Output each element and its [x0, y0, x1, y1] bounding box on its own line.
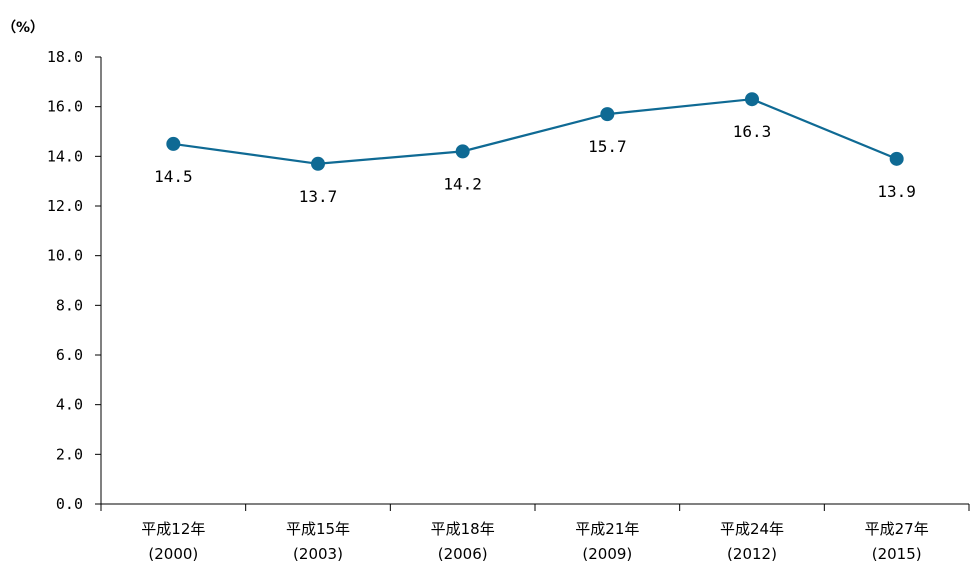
y-tick-label: 0.0 [56, 495, 83, 513]
y-unit-label: （%） [2, 20, 44, 36]
y-tick-label: 14.0 [47, 147, 83, 165]
series-line [173, 98, 898, 165]
data-point [166, 136, 181, 151]
data-label: 16.3 [733, 122, 772, 141]
data-point [455, 144, 470, 159]
x-category-label: 平成21年 [575, 520, 639, 538]
data-point [600, 107, 615, 122]
data-point [889, 151, 904, 166]
y-tick-label: 12.0 [47, 197, 83, 215]
x-category-year-label: (2006) [438, 545, 488, 563]
x-category-label: 平成24年 [720, 520, 784, 538]
y-tick-label: 16.0 [47, 98, 83, 116]
series-polyline [173, 98, 898, 165]
x-category-label: 平成27年 [865, 520, 929, 538]
x-category-year-label: (2009) [582, 545, 632, 563]
data-label: 13.9 [877, 182, 916, 201]
x-category-label: 平成18年 [431, 520, 495, 538]
y-tick-label: 6.0 [56, 346, 83, 364]
data-label: 15.7 [588, 137, 627, 156]
y-tick-label: 10.0 [47, 247, 83, 265]
data-point [311, 156, 325, 171]
data-label: 14.2 [443, 174, 482, 193]
x-axis-ticks [100, 504, 970, 511]
y-tick-label: 8.0 [56, 296, 83, 314]
x-category-year-label: (2012) [727, 545, 777, 563]
data-points [166, 92, 904, 171]
data-labels: 14.5 13.7 14.2 15.7 16.3 13.9 [154, 122, 916, 206]
x-category-label: 平成12年 [141, 520, 205, 538]
y-tick-label: 4.0 [56, 396, 83, 414]
x-category-year-label: (2015) [872, 545, 922, 563]
x-category-year-label: (2000) [148, 545, 198, 563]
y-tick-label: 18.0 [47, 48, 83, 66]
category-labels: 平成12年 (2000) 平成15年 (2003) 平成18年 (2006) 平成21年 (2… [141, 520, 928, 563]
x-category-label: 平成15年 [286, 520, 350, 538]
x-category-year-label: (2003) [293, 545, 343, 563]
y-axis-ticks: 0.0 2.0 4.0 6.0 8.0 10.0 12.0 14.0 16.0 18.0 [47, 48, 101, 513]
y-tick-label: 2.0 [56, 445, 83, 463]
data-label: 14.5 [154, 167, 193, 186]
data-label: 13.7 [299, 187, 338, 206]
data-point [745, 92, 759, 107]
